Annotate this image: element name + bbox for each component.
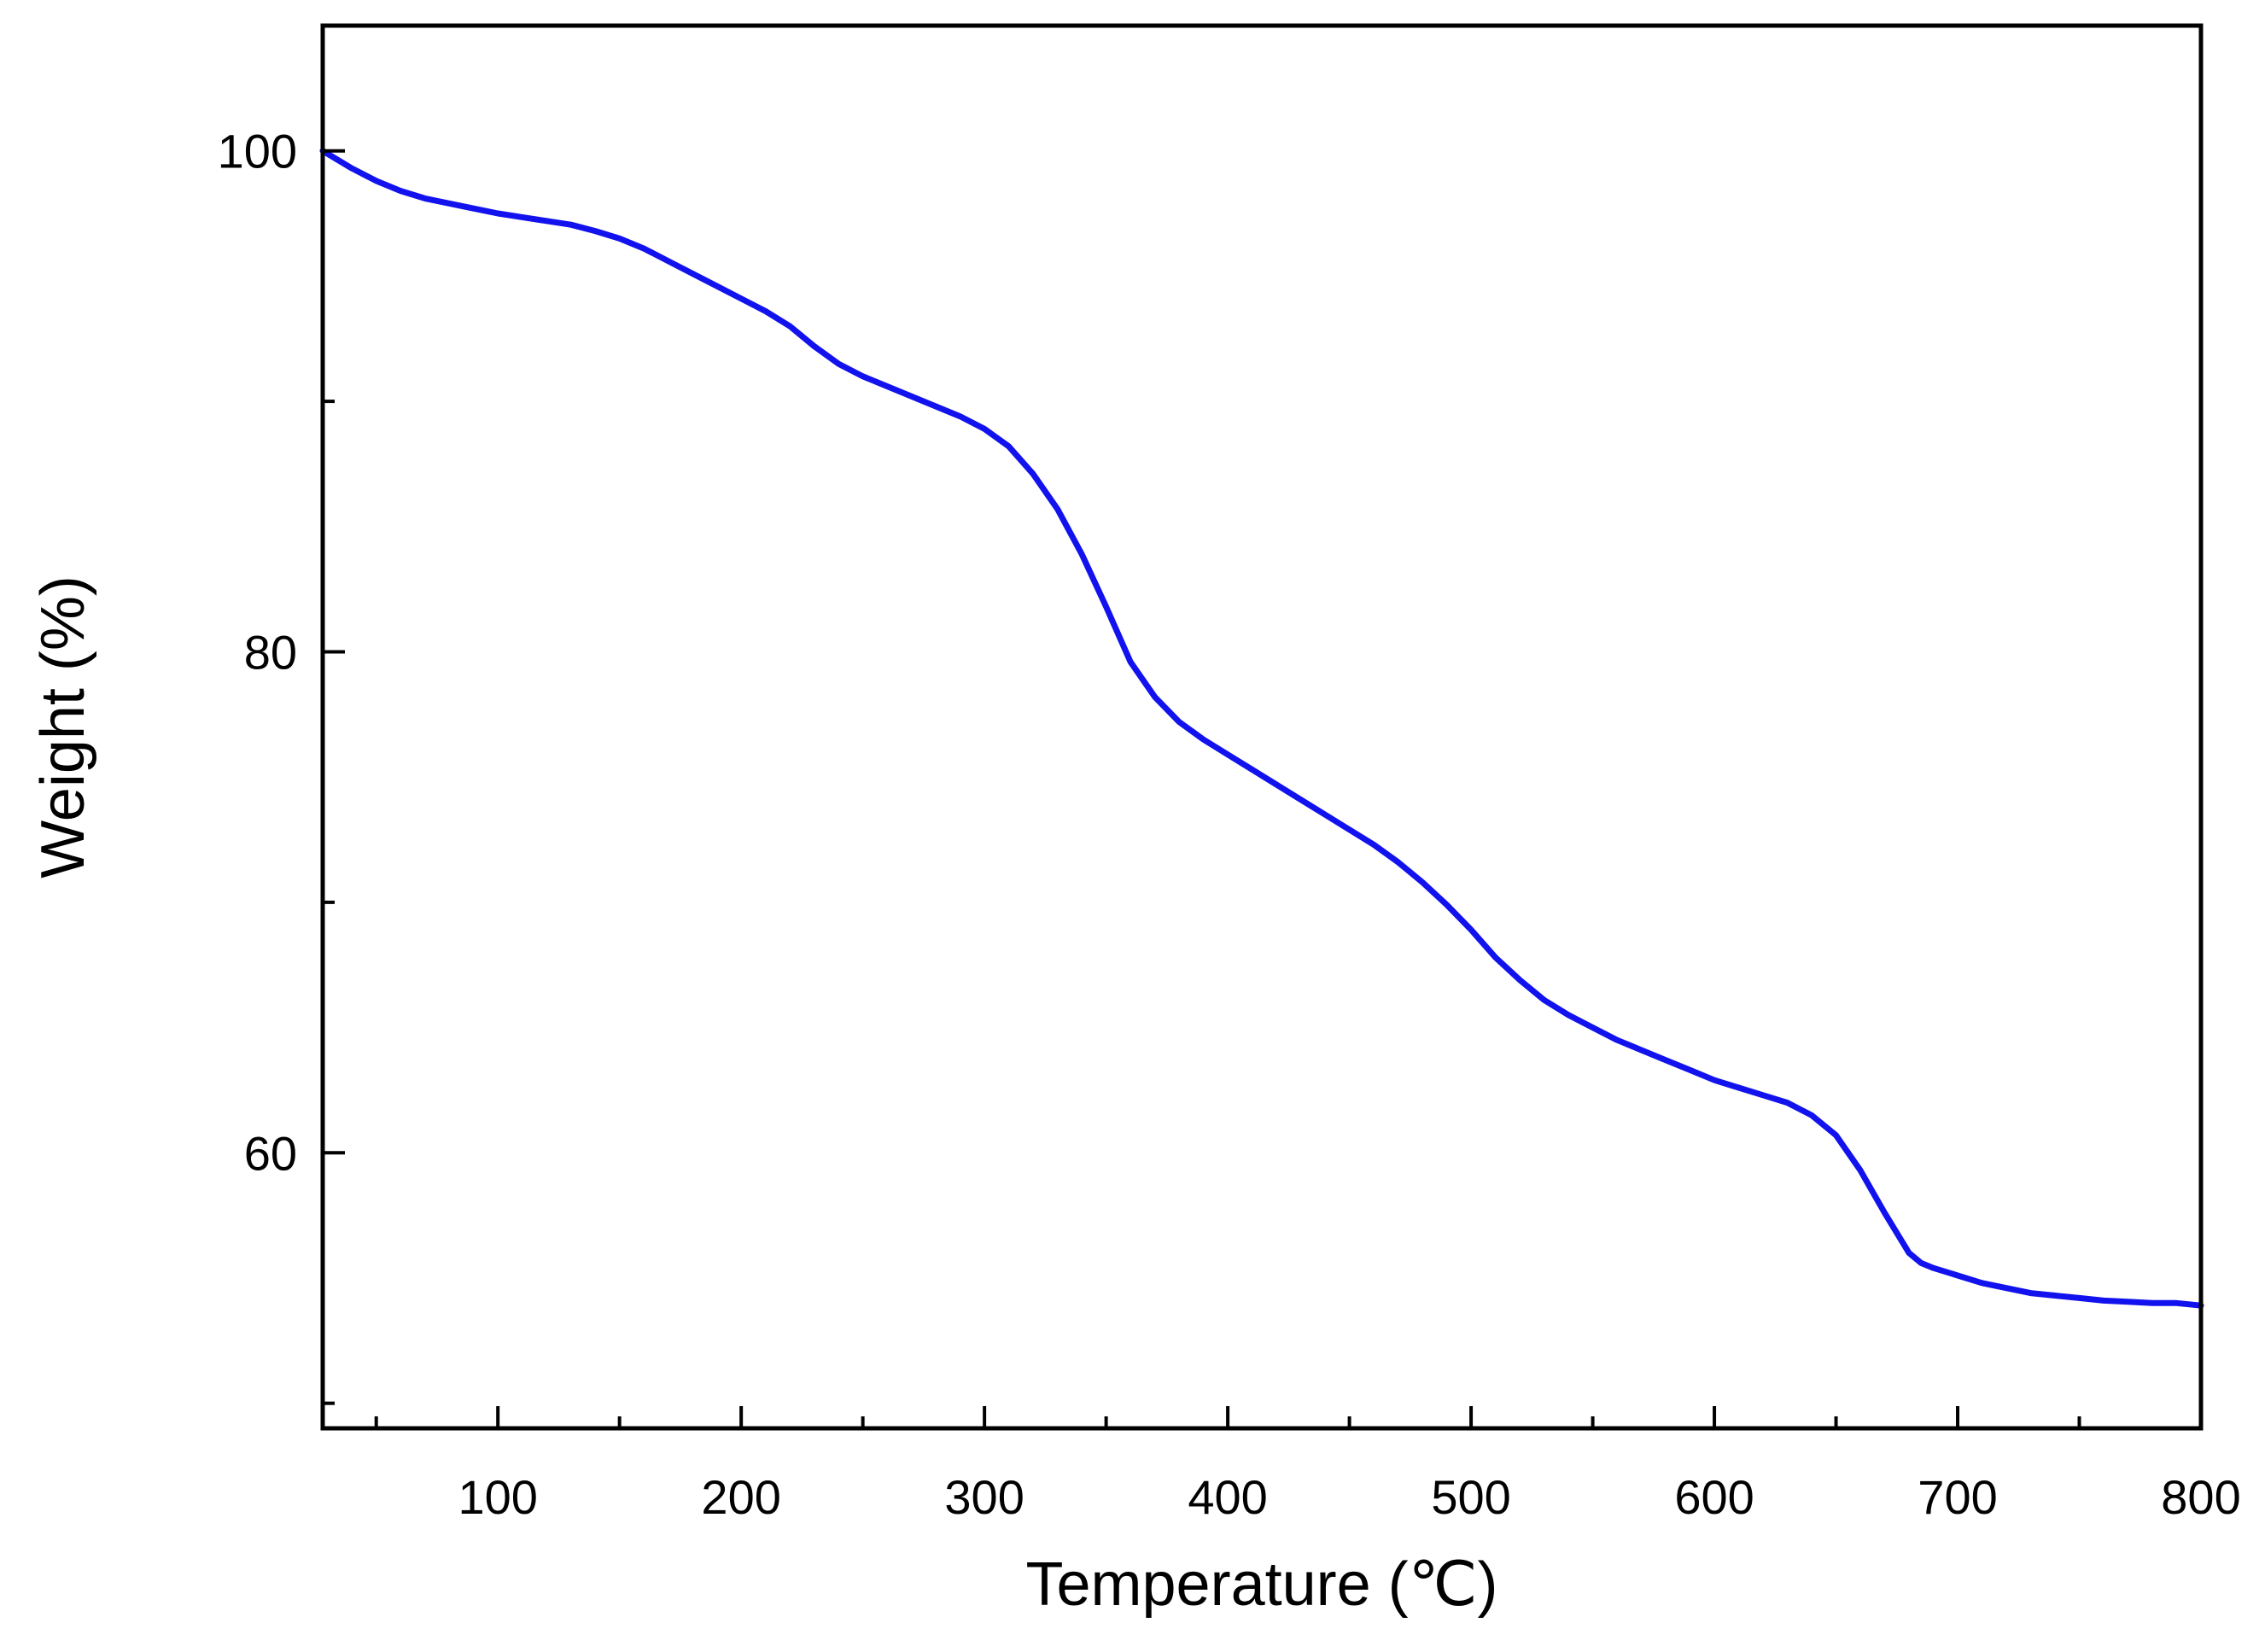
x-tick-label: 600 — [1674, 1470, 1754, 1524]
x-tick-label: 700 — [1918, 1470, 1997, 1524]
y-tick-label: 60 — [244, 1126, 297, 1180]
x-tick-label: 300 — [944, 1470, 1024, 1524]
y-tick-label: 80 — [244, 625, 297, 679]
x-tick-label: 400 — [1188, 1470, 1267, 1524]
x-tick-label: 500 — [1431, 1470, 1510, 1524]
plot-frame — [320, 23, 2204, 1431]
x-tick-label: 200 — [701, 1470, 780, 1524]
y-tick-label: 100 — [218, 125, 297, 178]
y-axis-title: Weight (%) — [29, 575, 97, 879]
axis-ticks: 100 200 300 400 500 600 700 800 60 80 100 — [218, 125, 2241, 1524]
x-axis-title: Temperature (℃) — [1025, 1550, 1497, 1619]
x-tick-label: 100 — [458, 1470, 537, 1524]
x-tick-label: 800 — [2161, 1470, 2240, 1524]
plot-area — [319, 148, 2204, 1309]
series-line-0 — [319, 148, 2204, 1309]
